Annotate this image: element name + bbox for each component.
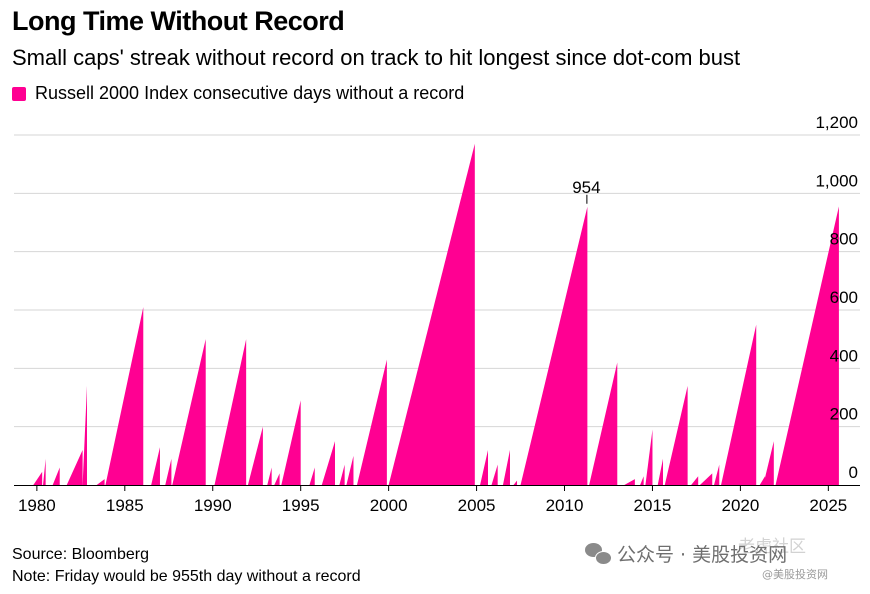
streak-area-36 bbox=[759, 476, 766, 485]
x-tick-label: 1990 bbox=[194, 496, 232, 515]
streak-area-30 bbox=[657, 458, 664, 485]
x-tick-label: 2005 bbox=[458, 496, 496, 515]
streak-area-25 bbox=[520, 206, 588, 485]
streak-area-8 bbox=[165, 458, 172, 485]
streak-area-33 bbox=[699, 473, 713, 485]
watermark: 公众号 · 美股投资网 bbox=[585, 540, 787, 567]
x-tick-label: 2010 bbox=[546, 496, 584, 515]
y-tick-label: 0 bbox=[849, 463, 858, 482]
streak-area-14 bbox=[281, 400, 301, 485]
streak-area-24 bbox=[513, 480, 518, 485]
streak-area-23 bbox=[502, 450, 510, 485]
y-tick-label: 1,200 bbox=[815, 113, 858, 132]
streak-area-10 bbox=[214, 339, 247, 485]
streak-area-15 bbox=[309, 467, 315, 485]
y-tick-label: 600 bbox=[830, 288, 858, 307]
legend: Russell 2000 Index consecutive days with… bbox=[12, 83, 464, 104]
streak-area-16 bbox=[321, 441, 335, 485]
streak-area-31 bbox=[664, 385, 688, 485]
y-tick-label: 800 bbox=[830, 230, 858, 249]
streak-area-37 bbox=[763, 441, 774, 485]
watermark-text: 公众号 · 美股投资网 bbox=[617, 544, 788, 566]
x-tick-label: 1985 bbox=[106, 496, 144, 515]
y-tick-label: 200 bbox=[830, 405, 858, 424]
x-tick-label: 2000 bbox=[370, 496, 408, 515]
watermark-logo: 老虎社区 bbox=[738, 537, 806, 557]
streak-area-4 bbox=[82, 385, 87, 485]
streak-area-29 bbox=[645, 429, 653, 485]
streak-area-35 bbox=[721, 324, 757, 485]
y-tick-label: 1,000 bbox=[815, 171, 858, 190]
streak-area-12 bbox=[267, 467, 272, 485]
streak-area-6 bbox=[105, 307, 144, 485]
streak-area-21 bbox=[480, 450, 489, 485]
chart-title: Long Time Without Record bbox=[12, 6, 345, 36]
streak-area-34 bbox=[714, 464, 720, 485]
watermark-handle: @美股投资网 bbox=[762, 568, 828, 581]
streak-area-0 bbox=[33, 471, 43, 485]
y-tick-label: 400 bbox=[830, 346, 858, 365]
streak-area-26 bbox=[589, 362, 618, 485]
streak-area-11 bbox=[247, 426, 263, 485]
streak-area-32 bbox=[691, 476, 699, 485]
x-tick-label: 1980 bbox=[18, 496, 56, 515]
x-tick-label: 2015 bbox=[634, 496, 672, 515]
x-tick-label: 1995 bbox=[282, 496, 320, 515]
streak-area-1 bbox=[43, 458, 46, 485]
streak-area-3 bbox=[66, 450, 83, 485]
streak-area-2 bbox=[52, 467, 60, 485]
streak-area-5 bbox=[96, 479, 105, 485]
streak-area-28 bbox=[640, 476, 644, 485]
streak-area-9 bbox=[172, 339, 206, 485]
wechat-icon bbox=[585, 542, 612, 565]
source-note: Source: Bloomberg bbox=[12, 546, 149, 563]
chart-subtitle: Small caps' streak without record on tra… bbox=[12, 45, 741, 70]
legend-label: Russell 2000 Index consecutive days with… bbox=[35, 83, 465, 103]
x-tick-label: 2025 bbox=[809, 496, 847, 515]
streak-area-18 bbox=[346, 455, 354, 485]
streak-area-17 bbox=[339, 464, 345, 485]
streak-area-13 bbox=[274, 473, 280, 485]
streak-area-27 bbox=[624, 479, 635, 485]
streak-area-38 bbox=[775, 206, 839, 486]
x-tick-label: 2020 bbox=[721, 496, 759, 515]
streak-area-22 bbox=[491, 464, 498, 485]
annotation-label: 954 bbox=[572, 178, 600, 197]
streak-area-19 bbox=[356, 359, 387, 485]
streak-area-7 bbox=[151, 447, 160, 485]
legend-swatch bbox=[12, 86, 26, 101]
footnote: Note: Friday would be 955th day without … bbox=[12, 568, 361, 585]
streak-area-20 bbox=[388, 143, 475, 485]
